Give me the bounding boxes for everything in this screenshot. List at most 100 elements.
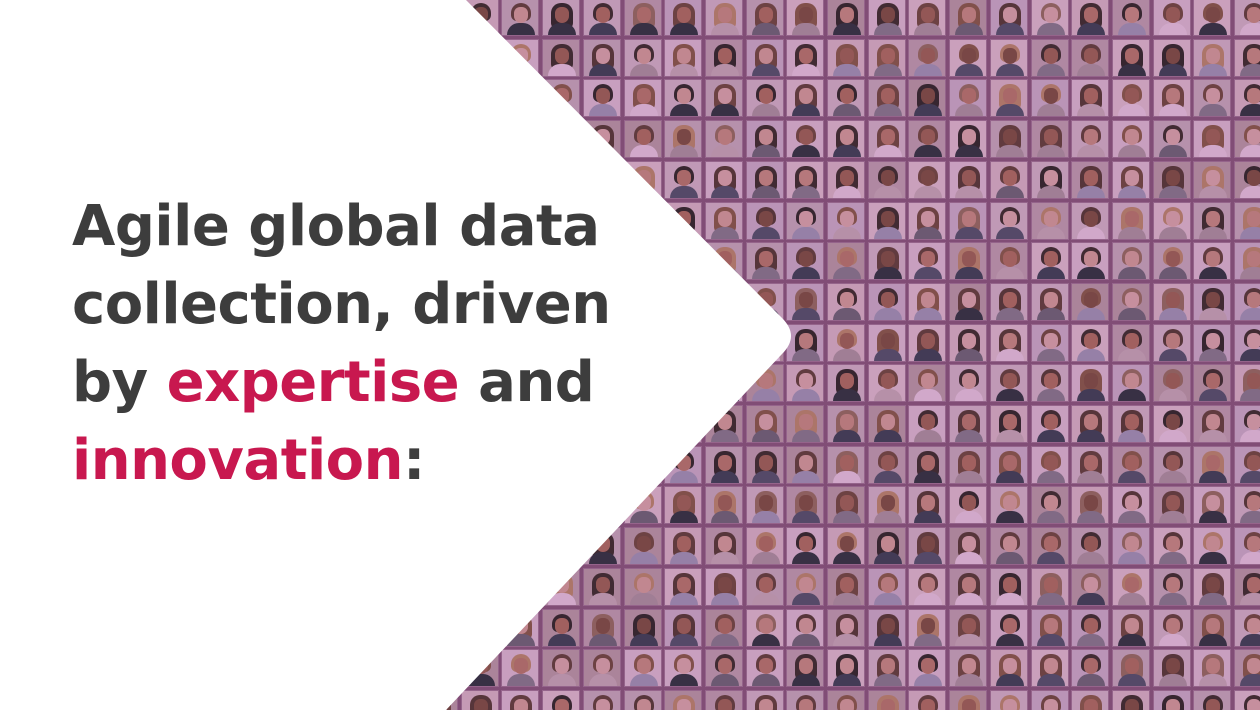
portrait-tile bbox=[867, 445, 906, 484]
portrait-tile bbox=[786, 282, 825, 321]
portrait-tile bbox=[867, 364, 906, 403]
portrait-tile bbox=[1193, 689, 1232, 710]
portrait-tile bbox=[745, 445, 784, 484]
portrait-tile bbox=[704, 282, 743, 321]
portrait-tile bbox=[1071, 567, 1110, 606]
portrait-tile bbox=[704, 649, 743, 688]
portrait-tile bbox=[908, 38, 947, 77]
portrait-tile bbox=[1234, 0, 1260, 36]
portrait-tile bbox=[1234, 323, 1260, 362]
portrait-tile bbox=[664, 0, 703, 36]
portrait-tile bbox=[1071, 364, 1110, 403]
portrait-tile bbox=[501, 527, 540, 566]
headline: Agile global data collection, driven by … bbox=[72, 188, 672, 500]
portrait-tile bbox=[1152, 689, 1191, 710]
portrait-tile bbox=[460, 567, 499, 606]
portrait-tile bbox=[867, 649, 906, 688]
portrait-tile bbox=[501, 689, 540, 710]
portrait-tile bbox=[1030, 79, 1069, 118]
portrait-tile bbox=[664, 649, 703, 688]
portrait-tile bbox=[867, 608, 906, 647]
portrait-tile bbox=[989, 527, 1028, 566]
portrait-tile bbox=[582, 689, 621, 710]
portrait-tile bbox=[949, 689, 988, 710]
portrait-tile bbox=[460, 120, 499, 159]
portrait-tile bbox=[867, 0, 906, 36]
portrait-tile bbox=[867, 201, 906, 240]
portrait-tile bbox=[582, 120, 621, 159]
portrait-tile bbox=[989, 323, 1028, 362]
portrait-tile bbox=[420, 79, 458, 118]
portrait-tile bbox=[1193, 405, 1232, 443]
portrait-tile bbox=[949, 160, 988, 199]
portrait-tile bbox=[420, 0, 458, 36]
portrait-tile bbox=[1071, 282, 1110, 321]
portrait-tile bbox=[1193, 364, 1232, 403]
portrait-tile bbox=[1193, 527, 1232, 566]
portrait-tile bbox=[542, 649, 581, 688]
portrait-tile bbox=[827, 242, 865, 281]
portrait-tile bbox=[989, 567, 1028, 606]
portrait-tile bbox=[1030, 120, 1069, 159]
portrait-tile bbox=[542, 527, 581, 566]
portrait-tile bbox=[1030, 242, 1069, 281]
portrait-tile bbox=[1152, 120, 1191, 159]
portrait-tile bbox=[542, 608, 581, 647]
portrait-tile bbox=[949, 405, 988, 443]
portrait-tile bbox=[704, 486, 743, 525]
portrait-tile bbox=[1071, 0, 1110, 36]
portrait-tile bbox=[949, 649, 988, 688]
portrait-tile bbox=[1152, 282, 1191, 321]
portrait-tile bbox=[745, 649, 784, 688]
portrait-tile bbox=[827, 486, 865, 525]
portrait-tile bbox=[1111, 38, 1150, 77]
portrait-tile bbox=[1152, 79, 1191, 118]
portrait-tile bbox=[908, 527, 947, 566]
portrait-tile bbox=[1152, 0, 1191, 36]
portrait-tile bbox=[1111, 160, 1150, 199]
portrait-tile bbox=[786, 689, 825, 710]
portrait-tile bbox=[420, 649, 458, 688]
portrait-tile bbox=[420, 689, 458, 710]
portrait-tile bbox=[989, 608, 1028, 647]
portrait-tile bbox=[949, 567, 988, 606]
portrait-tile bbox=[1030, 649, 1069, 688]
portrait-tile bbox=[501, 120, 540, 159]
portrait-tile bbox=[786, 323, 825, 362]
portrait-tile bbox=[1193, 608, 1232, 647]
portrait-tile bbox=[908, 242, 947, 281]
portrait-tile bbox=[1111, 79, 1150, 118]
portrait-tile bbox=[745, 567, 784, 606]
portrait-tile bbox=[786, 0, 825, 36]
portrait-tile bbox=[1071, 201, 1110, 240]
portrait-tile bbox=[1071, 405, 1110, 443]
portrait-tile bbox=[1071, 323, 1110, 362]
portrait-tile bbox=[1071, 486, 1110, 525]
portrait-tile bbox=[827, 0, 865, 36]
portrait-tile bbox=[623, 38, 662, 77]
portrait-tile bbox=[989, 201, 1028, 240]
portrait-tile bbox=[1030, 405, 1069, 443]
portrait-tile bbox=[582, 0, 621, 36]
portrait-tile bbox=[1152, 201, 1191, 240]
portrait-tile bbox=[1030, 323, 1069, 362]
portrait-tile bbox=[786, 608, 825, 647]
portrait-tile bbox=[989, 445, 1028, 484]
portrait-tile bbox=[989, 405, 1028, 443]
portrait-tile bbox=[786, 201, 825, 240]
portrait-tile bbox=[1111, 527, 1150, 566]
portrait-tile bbox=[1152, 608, 1191, 647]
portrait-tile bbox=[908, 486, 947, 525]
portrait-tile bbox=[908, 689, 947, 710]
portrait-tile bbox=[949, 282, 988, 321]
portrait-tile bbox=[827, 445, 865, 484]
portrait-tile bbox=[1193, 242, 1232, 281]
portrait-tile bbox=[623, 608, 662, 647]
portrait-tile bbox=[1071, 79, 1110, 118]
portrait-tile bbox=[949, 445, 988, 484]
portrait-tile bbox=[1193, 201, 1232, 240]
portrait-tile bbox=[745, 79, 784, 118]
portrait-tile bbox=[1111, 608, 1150, 647]
portrait-tile bbox=[1111, 405, 1150, 443]
portrait-tile bbox=[867, 689, 906, 710]
